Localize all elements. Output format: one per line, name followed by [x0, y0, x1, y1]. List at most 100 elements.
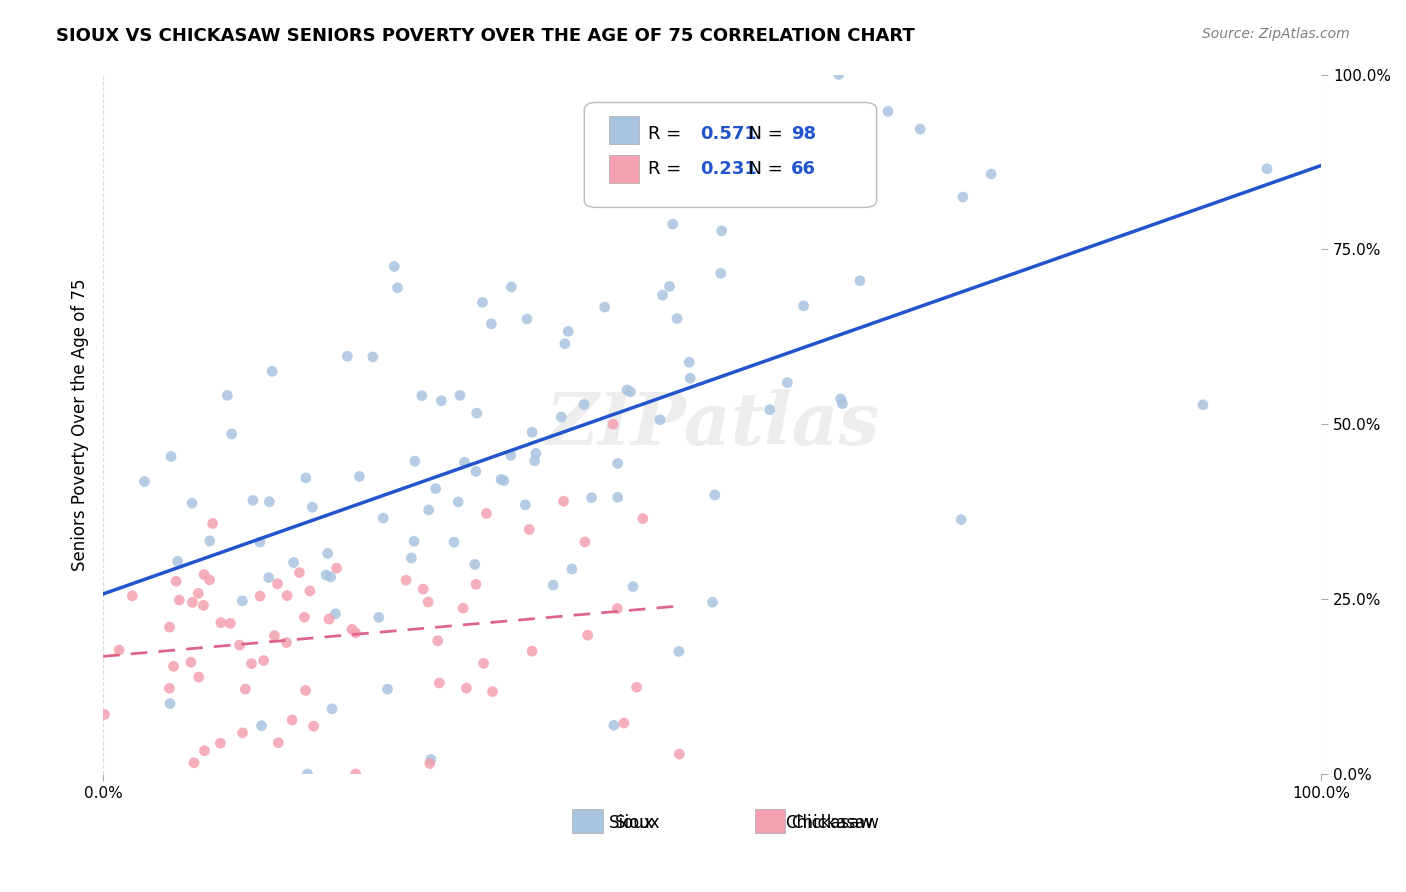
Point	[626, 680, 648, 694]
Point	[471, 295, 494, 310]
Text: Source: ZipAtlas.com: Source: ZipAtlas.com	[1202, 27, 1350, 41]
Point	[427, 676, 450, 690]
Point	[453, 455, 475, 469]
Point	[325, 561, 347, 575]
Point	[524, 446, 547, 460]
Point	[606, 490, 628, 504]
Text: Sioux: Sioux	[609, 814, 654, 832]
Point	[606, 601, 628, 615]
Point	[242, 493, 264, 508]
Point	[658, 279, 681, 293]
Point	[541, 578, 564, 592]
Point	[430, 393, 453, 408]
Point	[162, 659, 184, 673]
Bar	[572, 809, 603, 833]
Point	[367, 610, 389, 624]
Point	[263, 629, 285, 643]
Point	[758, 402, 780, 417]
Point	[283, 556, 305, 570]
Text: Sioux: Sioux	[614, 814, 661, 832]
Point	[288, 566, 311, 580]
Point	[492, 474, 515, 488]
Point	[219, 616, 242, 631]
Point	[336, 349, 359, 363]
Point	[613, 716, 636, 731]
Point	[412, 582, 434, 596]
Point	[449, 388, 471, 402]
Point	[217, 388, 239, 402]
Point	[382, 260, 405, 274]
Point	[187, 670, 209, 684]
Point	[181, 595, 204, 609]
Point	[501, 280, 523, 294]
Point	[344, 767, 367, 781]
Point	[187, 586, 209, 600]
Point	[165, 574, 187, 589]
Point	[576, 628, 599, 642]
Point	[418, 595, 440, 609]
Point	[321, 702, 343, 716]
Point	[425, 482, 447, 496]
Point	[426, 633, 449, 648]
Point	[679, 371, 702, 385]
Point	[606, 457, 628, 471]
Point	[240, 657, 263, 671]
Point	[603, 718, 626, 732]
Point	[257, 571, 280, 585]
Point	[648, 413, 671, 427]
Point	[183, 756, 205, 770]
Point	[475, 507, 498, 521]
Point	[447, 495, 470, 509]
Point	[221, 426, 243, 441]
FancyBboxPatch shape	[585, 103, 876, 208]
Point	[193, 599, 215, 613]
Point	[472, 657, 495, 671]
Point	[952, 190, 974, 204]
Point	[581, 491, 603, 505]
Point	[166, 554, 188, 568]
Point	[373, 511, 395, 525]
Point	[297, 767, 319, 781]
Point	[464, 558, 486, 572]
Point	[619, 384, 641, 399]
Point	[520, 644, 543, 658]
Point	[267, 736, 290, 750]
Point	[361, 350, 384, 364]
Point	[479, 317, 502, 331]
Text: R =: R =	[648, 160, 686, 178]
Point	[209, 736, 232, 750]
Point	[668, 644, 690, 658]
Point	[574, 535, 596, 549]
Point	[651, 288, 673, 302]
Point	[169, 593, 191, 607]
Point	[198, 533, 221, 548]
Point	[401, 551, 423, 566]
Text: 66: 66	[792, 160, 817, 178]
Point	[159, 620, 181, 634]
Point	[710, 266, 733, 280]
Point	[561, 562, 583, 576]
Point	[228, 638, 250, 652]
Point	[319, 570, 342, 584]
Point	[499, 448, 522, 462]
Point	[198, 573, 221, 587]
Point	[666, 311, 689, 326]
Point	[108, 643, 131, 657]
Text: Chickasaw: Chickasaw	[785, 814, 873, 832]
Point	[249, 589, 271, 603]
Point	[159, 681, 181, 696]
Point	[298, 583, 321, 598]
Point	[276, 589, 298, 603]
Point	[877, 104, 900, 119]
Point	[602, 417, 624, 432]
Point	[1192, 398, 1215, 412]
Point	[266, 577, 288, 591]
Point	[295, 471, 318, 485]
Point	[465, 406, 488, 420]
Point	[281, 713, 304, 727]
Point	[121, 589, 143, 603]
Point	[315, 568, 337, 582]
Point	[159, 697, 181, 711]
Point	[160, 450, 183, 464]
Point	[231, 594, 253, 608]
